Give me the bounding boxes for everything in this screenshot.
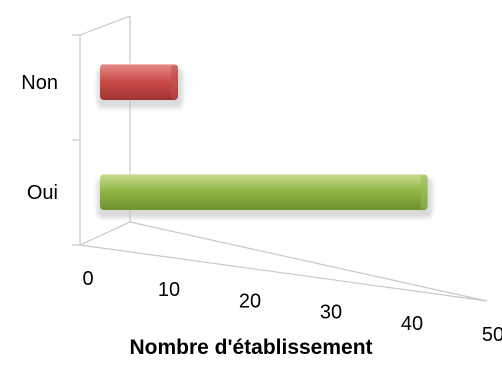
bar-top-highlight [102,61,182,65]
x-tick-label: 10 [158,279,180,301]
bar-non [97,61,183,108]
x-axis-title: Nombre d'établissement [129,336,373,359]
floor-left-edge [79,221,131,246]
bar-end-cap [420,175,428,209]
x-tick-label: 0 [82,268,93,290]
floor-back-edge [129,221,488,302]
y-tick-labels: Oui Non [21,72,58,204]
y-tick-label-non: Non [21,72,58,94]
bars-layer [97,61,433,218]
bar-oui [97,171,433,218]
bar-face [100,64,178,100]
bar-face [100,174,428,210]
x-tick-label: 30 [320,302,342,324]
bar-end-cap [171,65,178,99]
axis-frame [72,15,488,302]
x-tick-label: 20 [239,290,261,312]
bar-top-highlight [102,171,432,175]
x-tick-label: 40 [401,313,423,335]
x-tick-label: 50 [482,324,502,346]
x-axis-line [79,244,488,302]
wall-top-edge [79,15,131,36]
y-tick-label-oui: Oui [27,182,58,204]
x-ticks: 0 10 20 30 40 50 [82,268,502,346]
